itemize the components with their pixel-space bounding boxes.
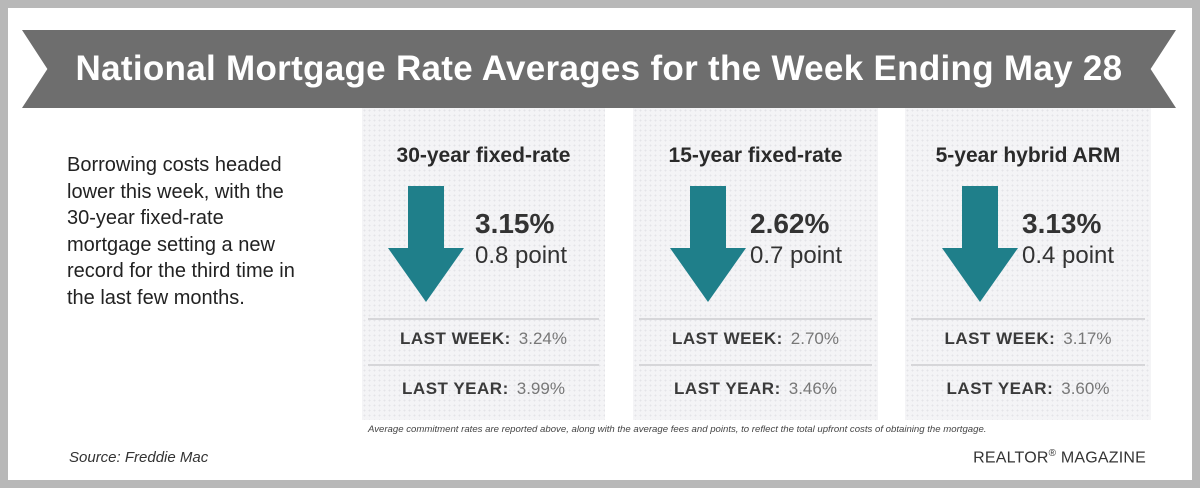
last-year-value: 3.60% <box>1061 379 1110 398</box>
card-title: 5-year hybrid ARM <box>935 144 1121 167</box>
rate-change: 0.8 point <box>475 242 568 269</box>
divider <box>911 364 1145 366</box>
card-title: 30-year fixed-rate <box>396 144 571 167</box>
rate-change: 0.4 point <box>1022 242 1115 269</box>
last-week-value: 3.24% <box>518 329 567 348</box>
brand-logo: REALTOR® MAGAZINE <box>973 448 1146 467</box>
divider <box>911 318 1145 320</box>
last-week-label: LAST WEEK: <box>944 329 1056 348</box>
last-week-row: LAST WEEK: 3.17% <box>905 329 1151 349</box>
last-week-label: LAST WEEK: <box>672 329 783 348</box>
last-week-row: LAST WEEK: 3.24% <box>362 329 605 349</box>
down-arrow-icon <box>670 186 746 302</box>
current-rate: 3.13% <box>1022 208 1102 239</box>
last-week-label: LAST WEEK: <box>400 329 511 348</box>
brand-suffix: MAGAZINE <box>1056 449 1146 467</box>
intro-text: Borrowing costs headed lower this week, … <box>67 154 295 309</box>
registered-mark: ® <box>1048 448 1057 459</box>
rate-card-30-year: 30-year fixed-rate 3.15% 0.8 point LAST … <box>362 108 605 420</box>
down-arrow-icon <box>388 186 464 302</box>
divider <box>639 318 872 320</box>
last-year-value: 3.46% <box>788 379 837 398</box>
last-year-label: LAST YEAR: <box>674 379 781 398</box>
page-title: National Mortgage Rate Averages for the … <box>75 49 1123 88</box>
last-week-row: LAST WEEK: 2.70% <box>633 329 878 349</box>
down-arrow-icon <box>942 186 1018 302</box>
current-rate: 3.15% <box>475 208 555 239</box>
divider <box>368 318 599 320</box>
divider <box>368 364 599 366</box>
rate-change: 0.7 point <box>750 242 843 269</box>
last-year-row: LAST YEAR: 3.46% <box>633 379 878 399</box>
last-year-row: LAST YEAR: 3.60% <box>905 379 1151 399</box>
rate-card-15-year: 15-year fixed-rate 2.62% 0.7 point LAST … <box>633 108 878 420</box>
last-week-value: 3.17% <box>1063 329 1112 348</box>
footnote: Average commitment rates are reported ab… <box>368 424 987 435</box>
last-year-label: LAST YEAR: <box>402 379 509 398</box>
rate-card-5-year-arm: 5-year hybrid ARM 3.13% 0.4 point LAST W… <box>905 108 1151 420</box>
last-year-row: LAST YEAR: 3.99% <box>362 379 605 399</box>
title-banner: National Mortgage Rate Averages for the … <box>22 30 1176 108</box>
divider <box>639 364 872 366</box>
last-week-value: 2.70% <box>790 329 839 348</box>
source-credit: Source: Freddie Mac <box>69 449 209 466</box>
last-year-label: LAST YEAR: <box>946 379 1054 398</box>
last-year-value: 3.99% <box>516 379 565 398</box>
card-title: 15-year fixed-rate <box>668 144 843 167</box>
brand-name: REALTOR <box>973 449 1049 467</box>
current-rate: 2.62% <box>750 208 830 239</box>
